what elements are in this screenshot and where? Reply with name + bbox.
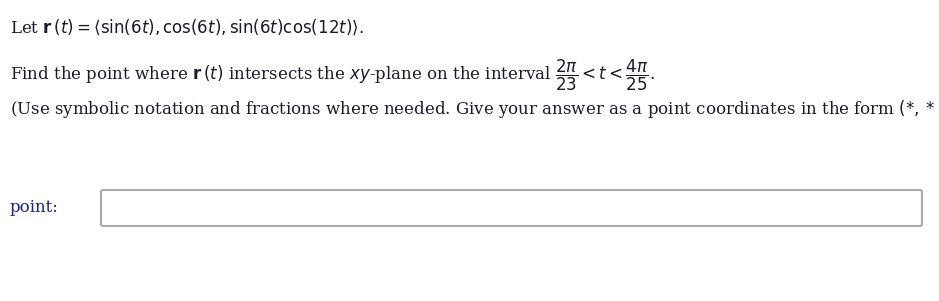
- Text: (Use symbolic notation and fractions where needed. Give your answer as a point c: (Use symbolic notation and fractions whe…: [10, 98, 939, 120]
- FancyBboxPatch shape: [101, 190, 922, 226]
- Text: point:: point:: [10, 200, 59, 216]
- Text: Let $\mathbf{r}\,(t) = \langle\sin(6t),\cos(6t),\sin(6t)\cos(12t)\rangle.$: Let $\mathbf{r}\,(t) = \langle\sin(6t),\…: [10, 18, 363, 37]
- Text: Find the point where $\mathbf{r}\,(t)$ intersects the $xy$-plane on the interval: Find the point where $\mathbf{r}\,(t)$ i…: [10, 58, 654, 93]
